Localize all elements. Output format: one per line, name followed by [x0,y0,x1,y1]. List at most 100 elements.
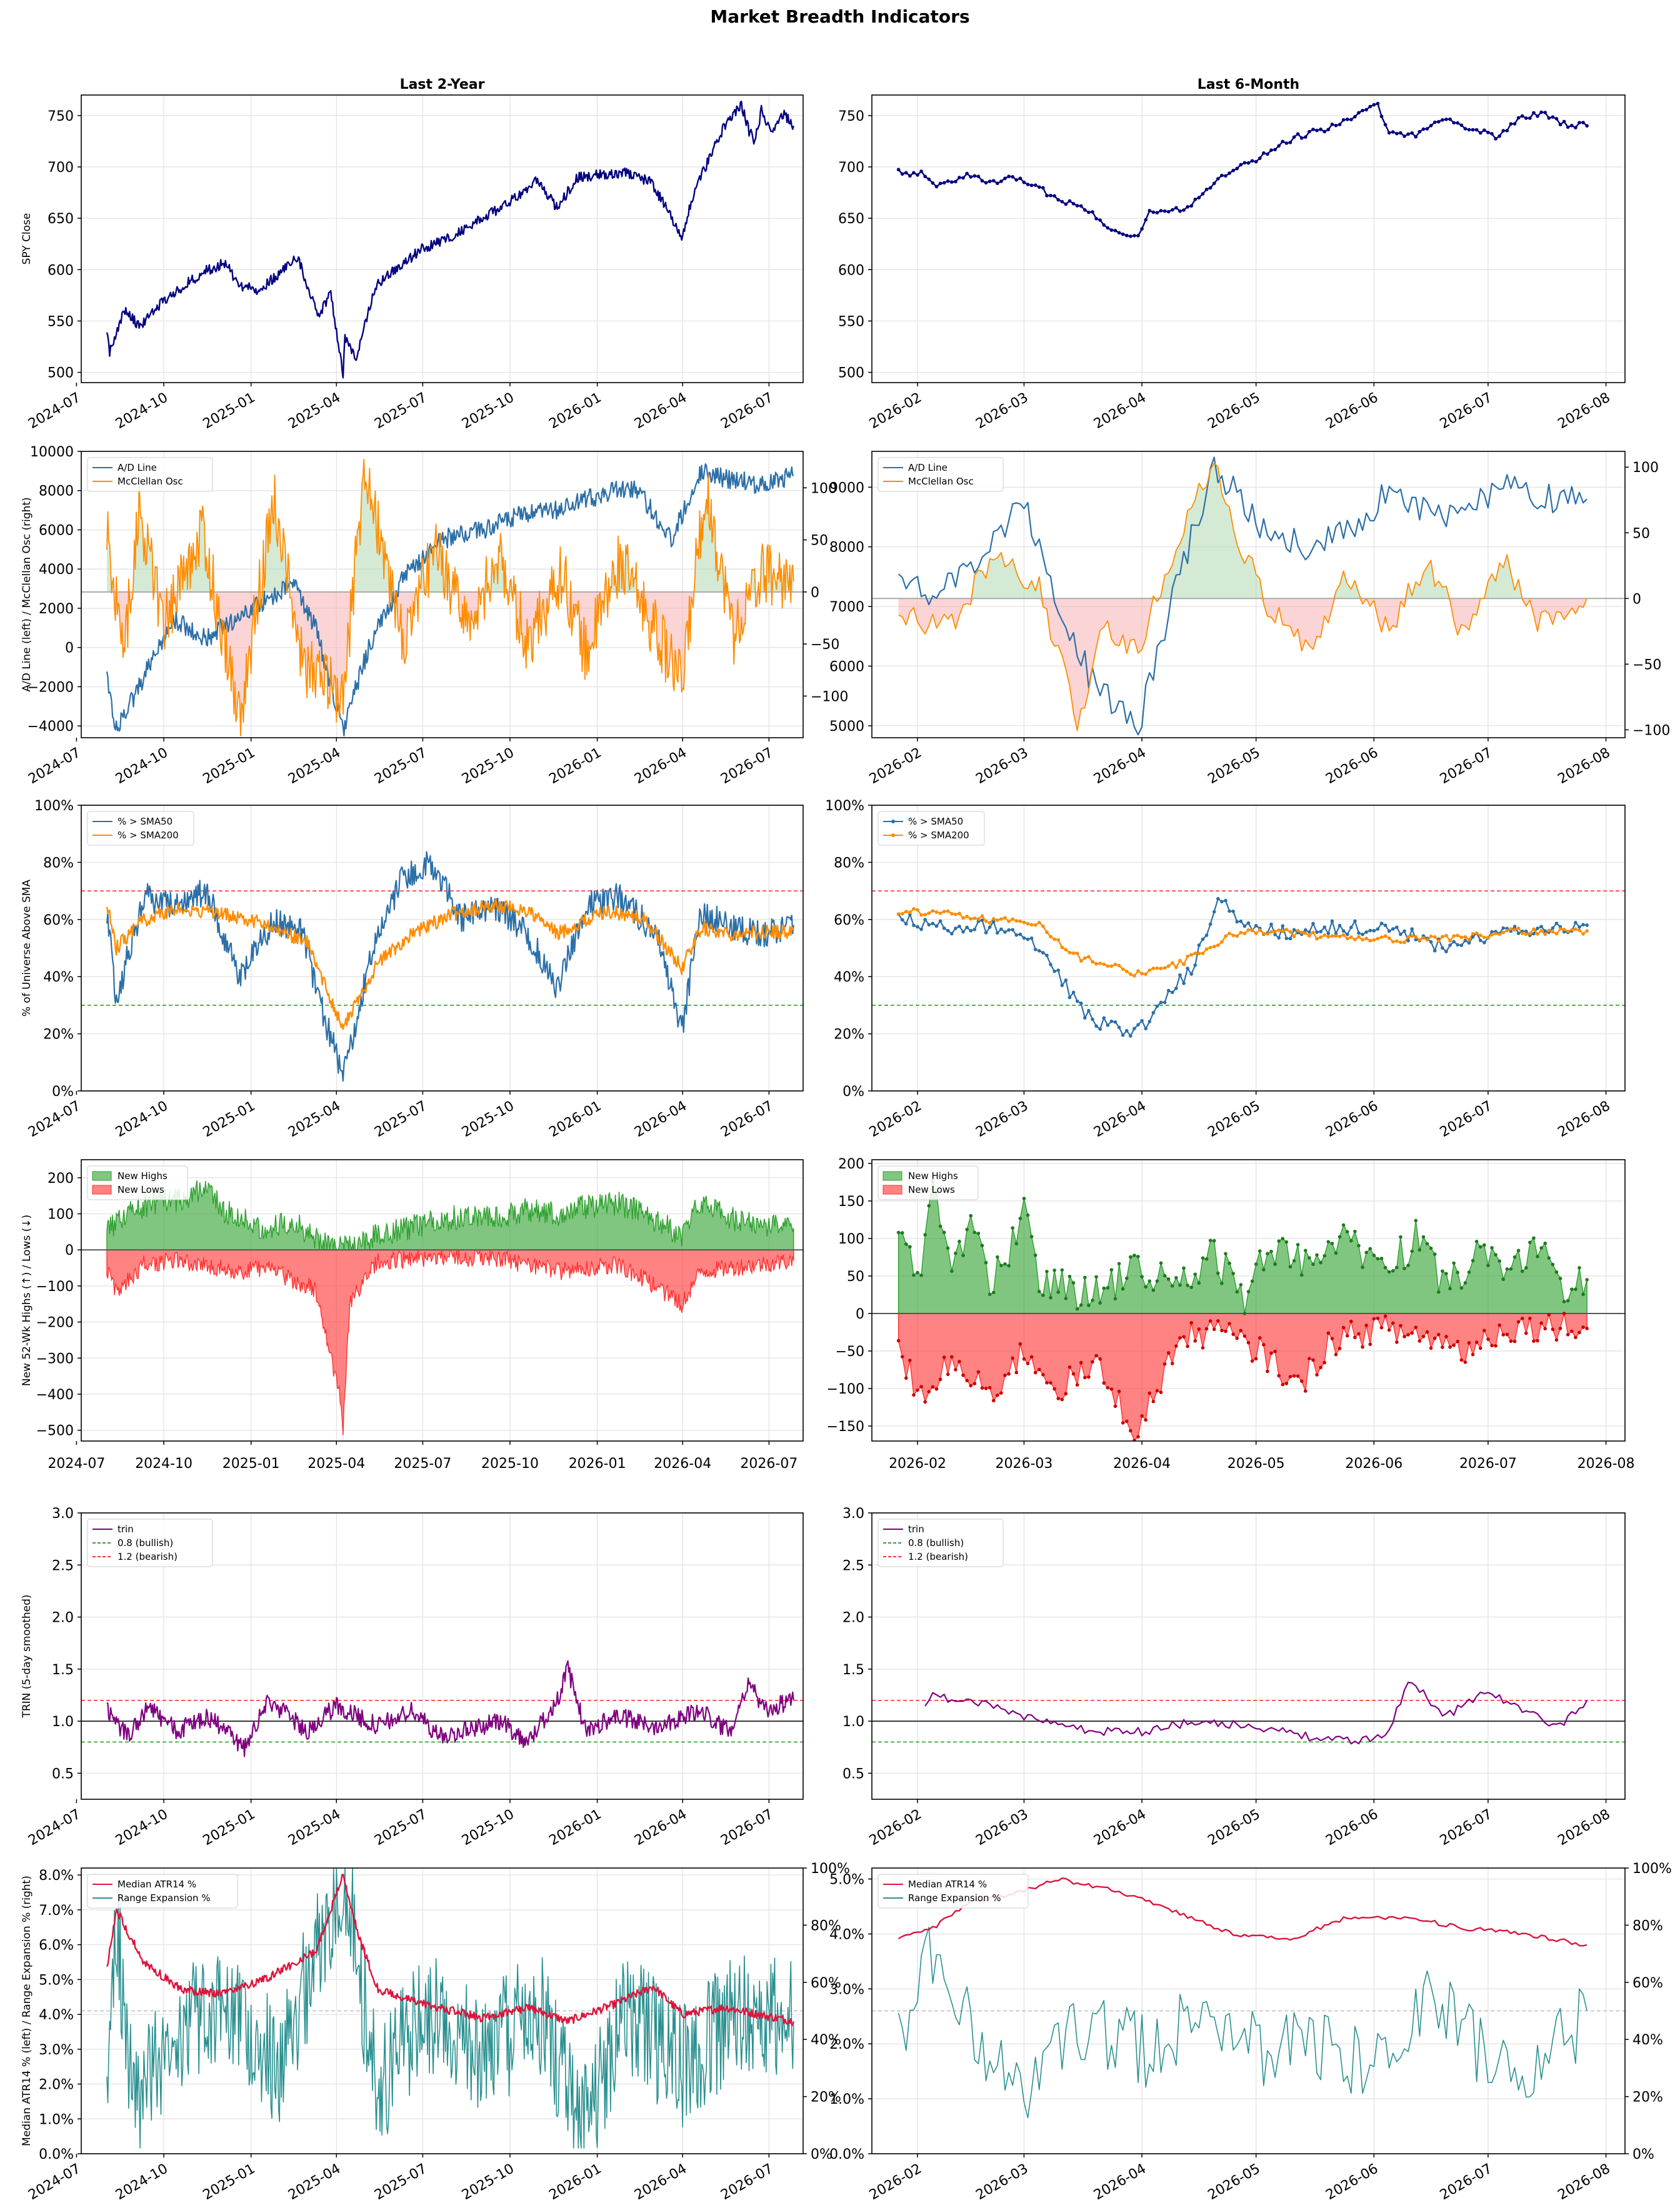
sma200-point [1566,929,1570,933]
spy-point [1391,130,1395,134]
sma50-point [1273,933,1277,937]
x-tick-label: 2026-06 [1323,1807,1381,1849]
spy-point [1509,122,1513,126]
lows-point [1353,1335,1357,1340]
spy-point [1094,216,1098,221]
highs-point [1387,1270,1391,1274]
lows-point [1242,1334,1247,1338]
legend: % > SMA50 % > SMA200 [87,811,194,846]
sma200-point [1220,940,1224,944]
lows-point [1345,1334,1349,1338]
sma50-line [106,851,794,1082]
sma50-point [1319,930,1322,933]
y-tick-label: 8000 [829,540,864,556]
sma50-point [1242,924,1247,928]
y-tick-label-right: −50 [1632,657,1661,673]
highs-point [1197,1281,1201,1285]
sma50-point [1376,927,1380,931]
sma50-point [1007,928,1011,932]
range-expansion-line [898,1927,1588,2118]
legend-label: New Highs [908,1170,958,1182]
lows-point [1322,1360,1327,1365]
highs-point [1410,1249,1414,1253]
spy-point [1041,186,1045,190]
highs-point [1357,1243,1361,1248]
y-tick-label: 550 [838,314,864,329]
highs-point [1208,1238,1212,1242]
legend-label: % > SMA200 [908,830,969,841]
spy-point [1071,202,1076,206]
lows-point [1148,1391,1152,1395]
sma200-point [1106,964,1110,968]
spy-point [1467,128,1471,132]
highs-point [1395,1265,1399,1270]
lows-point [999,1391,1003,1395]
y-tick-label: 1.0% [829,2092,864,2107]
sma200-point [1098,962,1102,965]
mcclellan-negative-fill [898,598,1588,731]
highs-point [1391,1268,1395,1273]
spy-point [1516,116,1521,120]
highs-point [969,1213,973,1218]
spy-point [1296,132,1300,136]
sma50-point [1018,932,1022,937]
spy-point [1258,156,1262,160]
sma200-point [946,909,950,913]
y-tick-label: 3.0% [829,1982,864,1997]
sma200-point [1018,919,1022,923]
spy-point [1136,234,1140,238]
highs-point [1193,1272,1198,1277]
sma200-point [1478,933,1482,937]
highs-point [1273,1262,1277,1266]
sma50-point [1353,919,1357,923]
lows-point [1551,1327,1555,1332]
sma200-point [1041,924,1045,928]
spy-point [1235,166,1239,171]
highs-point [972,1230,977,1235]
axes-frame [81,1512,804,1800]
sma200-point [954,912,958,917]
sma200-point [1216,943,1220,947]
highs-point [1204,1257,1209,1261]
highs-point [1558,1277,1562,1280]
highs-point [1402,1267,1406,1270]
y-tick-label: 20% [834,1027,864,1043]
y-tick-label-right: 100% [811,1861,850,1877]
sma200-point [1536,932,1539,936]
highs-point [1045,1270,1049,1273]
spy-point [1124,233,1129,238]
lows-point [980,1386,984,1390]
x-tick-label: 2026-03 [973,1098,1031,1141]
y-tick-label: 3.0% [39,2042,74,2058]
highs-point [1444,1272,1448,1276]
lows-point [972,1382,977,1385]
highs-point [1467,1270,1471,1274]
sma50-point [1079,1001,1083,1005]
spy-point [1436,119,1441,124]
sma200-point [1490,933,1494,937]
y-tick-label: 60% [43,913,74,928]
sma50-point [1399,932,1402,937]
sma50-point [1478,938,1482,942]
sma50-point [1512,925,1517,928]
sma200-point [1296,928,1300,933]
spy-point [1341,118,1346,122]
spy-point [1201,192,1205,196]
sma200-point [1501,930,1506,935]
sma200-point [1444,933,1448,938]
y-tick-label: 1.0 [842,1714,864,1730]
spy-point [1395,131,1399,136]
x-tick-label: 2026-07 [718,745,776,788]
x-tick-label: 2026-03 [995,1456,1052,1472]
panel-pct_above_sma-6m: 0% 20% 40% 60% 80% 100% 2026-02 2026-03 2026-04 2… [825,798,1626,1141]
legend-label: A/D Line [118,462,157,473]
highs-point [1334,1251,1338,1255]
sma200-point [1102,962,1106,967]
legend-label: % > SMA50 [908,816,963,827]
panel-pct_above_sma-2y: 0% 20% 40% 60% 80% 100% 2024-07 2024-10 2025-01 2… [21,798,804,1140]
sma50-point [961,930,965,934]
spy-point [1383,123,1388,127]
highs-point [961,1253,965,1257]
sma200-point [1124,970,1129,973]
spy-point [1144,218,1148,222]
